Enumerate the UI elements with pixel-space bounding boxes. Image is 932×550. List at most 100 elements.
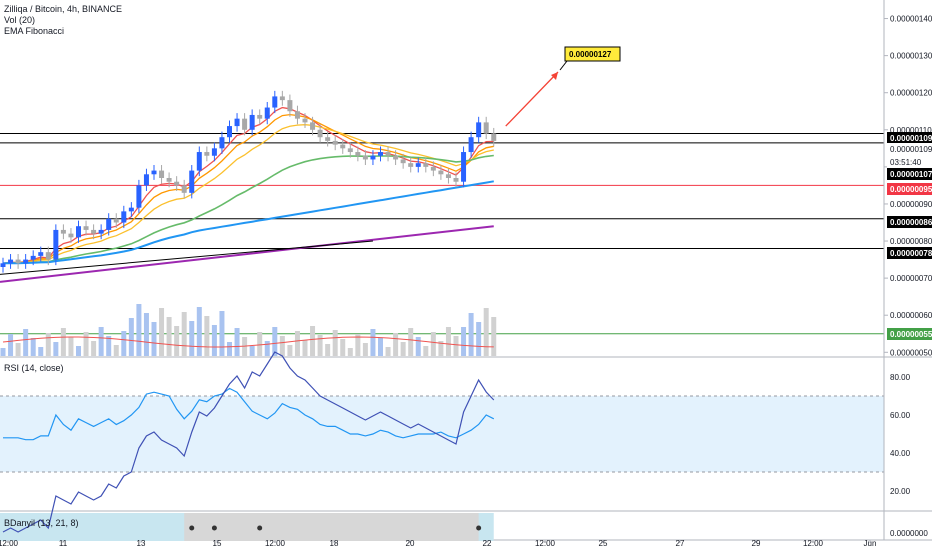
rsi-band	[0, 396, 884, 472]
volume-bar	[264, 341, 270, 356]
candle-body	[234, 118, 240, 127]
chart-legend: Zilliqa / Bitcoin, 4h, BINANCE Vol (20) …	[4, 4, 122, 37]
time-tick-label: 12:00	[265, 539, 286, 548]
bottom-signal-dot	[476, 525, 482, 531]
bottom-indicator: 0.0000000	[0, 351, 928, 541]
volume-bar	[8, 334, 14, 356]
volume-bar	[332, 330, 338, 356]
candle-body	[83, 226, 89, 230]
volume-bar	[430, 332, 436, 356]
candle-body	[430, 166, 436, 171]
time-tick-label: 12:00	[535, 539, 556, 548]
candle-body	[393, 155, 399, 160]
ema-red-line	[2, 106, 494, 264]
candle-body	[325, 137, 331, 141]
candle-body	[249, 114, 255, 130]
time-tick-label: 13	[137, 539, 146, 548]
volume-bar	[287, 345, 293, 356]
candle-body	[15, 259, 21, 264]
price-tick-label: 0.00000090	[890, 200, 932, 209]
volume-bar	[23, 329, 29, 356]
candle-body	[415, 163, 421, 167]
symbol-title[interactable]: Zilliqa / Bitcoin, 4h, BINANCE	[4, 4, 123, 14]
time-tick-label: 27	[676, 539, 685, 548]
ema-green-line	[2, 154, 494, 265]
volume-bar	[468, 313, 474, 356]
bottom-indicator-legend[interactable]: BDanyil (13, 21, 8)	[4, 518, 79, 528]
candle-body	[461, 152, 467, 182]
volume-bar	[181, 312, 187, 356]
bottom-gray-zone	[184, 513, 479, 541]
rsi-legend[interactable]: RSI (14, close)	[4, 363, 64, 373]
volume-bar	[385, 347, 391, 356]
ema-legend[interactable]: EMA Fibonacci	[4, 26, 65, 36]
target-callout	[564, 46, 621, 62]
price-tag	[887, 156, 932, 168]
volume-bar	[219, 311, 225, 356]
volume-bar	[166, 317, 172, 356]
candle-body	[136, 185, 142, 208]
volume-ma-line	[2, 336, 494, 348]
candle-body	[196, 152, 202, 171]
volume-bar	[400, 342, 406, 356]
time-tick-label: 18	[330, 539, 339, 548]
time-tick-label: Jun	[864, 539, 877, 548]
candle-body	[408, 163, 414, 167]
volume-bars	[0, 304, 497, 356]
volume-bar	[30, 338, 36, 356]
volume-bar	[113, 345, 119, 356]
candle-body	[310, 122, 316, 130]
price-tick-label: 0.00000110	[890, 126, 932, 135]
candle-body	[30, 255, 36, 260]
target-callout-label: 0.00000127	[569, 50, 612, 59]
volume-bar	[211, 325, 217, 356]
price-tag-label: 0.00000086	[890, 218, 932, 227]
candle-body	[491, 133, 497, 141]
candle-body	[159, 170, 165, 178]
time-tick-label: 12:00	[0, 539, 19, 548]
price-tag	[887, 183, 932, 195]
bottom-signal-dot	[211, 525, 217, 531]
rsi-tick-label: 20.00	[890, 487, 911, 496]
ema-lines	[0, 106, 494, 283]
candle-body	[106, 218, 112, 230]
volume-bar	[38, 347, 44, 356]
price-tick-label: 0.00000120	[890, 89, 932, 98]
candle-body	[355, 152, 361, 156]
candle-body	[227, 126, 232, 138]
candle-body	[476, 122, 482, 138]
candle-body	[332, 140, 338, 145]
target-arrow-line	[505, 71, 559, 127]
volume-bar	[45, 333, 51, 356]
candle-body	[272, 96, 278, 108]
volume-bar	[174, 326, 180, 356]
time-axis[interactable]: 12:00 11 13 15 12:00 18 20 22 12:00 25 27 29 12:00 Ju…	[0, 539, 876, 548]
volume-bar	[106, 336, 112, 356]
volume-bar	[483, 308, 489, 356]
price-tick-label: 0.00000050	[890, 348, 932, 357]
price-tag-label: 0.00000109	[890, 134, 932, 143]
rsi-tick-label: 60.00	[890, 411, 911, 420]
candle-body	[53, 229, 59, 260]
volume-bar	[204, 316, 210, 356]
trend-line	[0, 240, 373, 275]
candle-body	[378, 152, 383, 156]
price-axis[interactable]: 0.00000140 0.00000130 0.00000120 0.00000110…	[883, 0, 932, 540]
volume-bar	[121, 331, 127, 356]
candle-body	[211, 148, 217, 156]
candle-body	[121, 211, 127, 223]
candle-body	[279, 96, 285, 101]
candle-body	[340, 144, 346, 149]
rsi-line	[3, 387, 495, 441]
volume-bar	[355, 334, 361, 356]
price-tick-label: 0.00000130	[890, 52, 932, 61]
volume-bar	[98, 327, 104, 356]
volume-bar	[60, 328, 66, 356]
candlesticks[interactable]	[0, 90, 497, 273]
candle-body	[189, 170, 195, 193]
volume-bar	[302, 340, 308, 356]
volume-legend[interactable]: Vol (20)	[4, 15, 36, 25]
candle-body	[76, 226, 81, 238]
rsi-series: 80.00 60.00 40.00 20.00	[0, 373, 911, 496]
